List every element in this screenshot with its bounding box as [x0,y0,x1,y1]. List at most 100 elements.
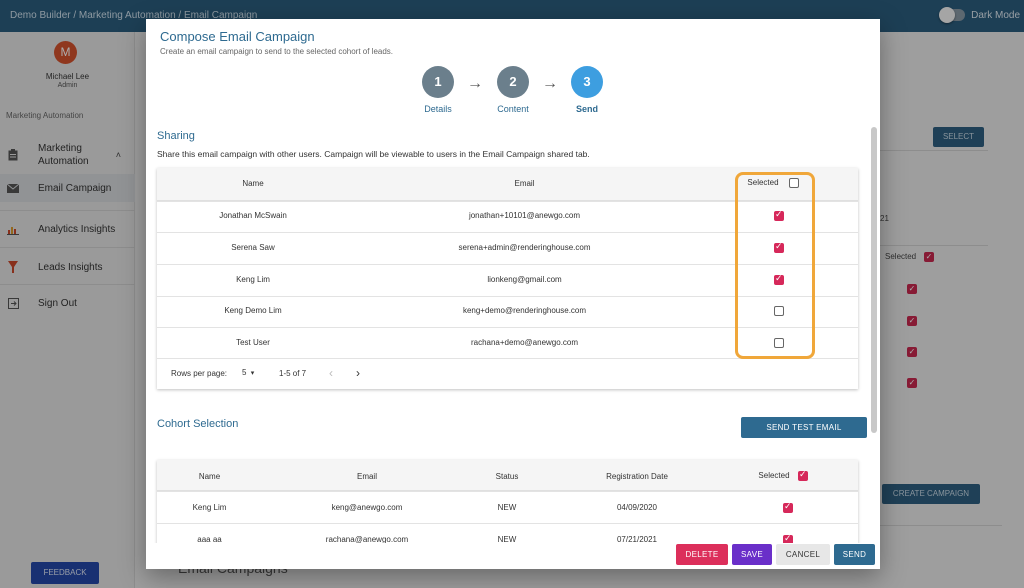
user-name: Michael Lee [45,72,90,81]
step-send[interactable]: 3 Send [557,66,617,114]
arrow-right-icon: → [467,75,483,92]
sidebar-section-label: Marketing Automation [6,111,84,120]
sidebar-item-sign-out[interactable]: Sign Out [0,293,135,313]
compose-email-campaign-dialog: Compose Email Campaign Create an email c… [146,19,880,569]
sidebar-item-label: Marketing Automation [38,143,89,167]
user-role: Admin [57,82,78,89]
divider [0,210,135,211]
row-checkbox[interactable] [774,273,784,285]
row-checkbox[interactable] [774,338,784,348]
sidebar-item-label: Email Campaign [38,182,112,194]
funnel-icon [6,260,20,274]
create-campaign-button[interactable]: CREATE CAMPAIGN [882,484,980,504]
divider [157,358,858,359]
step-number: 1 [422,66,454,98]
step-details[interactable]: 1 Details [408,66,468,114]
row-checkbox[interactable] [774,209,784,221]
step-label: Content [497,104,529,114]
row-checkbox[interactable] [774,306,784,316]
table-cell-name: Keng Lim [236,275,270,284]
column-header-name: Name [198,472,221,481]
table-cell-name: Test User [236,338,270,347]
dialog-subtitle: Create an email campaign to send to the … [160,47,394,56]
rows-per-page-value: 5 [242,368,247,377]
cohort-table: Name Email Status Registration Date Sele… [157,460,858,543]
divider [157,327,858,328]
table-cell-status: NEW [497,503,517,512]
column-header-email: Email [356,472,377,481]
table-cell-name: aaa aa [197,535,222,543]
background-row-checkbox[interactable]: ✓ [907,347,917,357]
scrollbar-thumb[interactable] [871,127,877,433]
background-row-checkbox[interactable]: ✓ [907,316,917,326]
step-label: Send [575,104,598,114]
sidebar-item-label: Sign Out [38,297,77,309]
dark-mode-label: Dark Mode [971,9,1020,21]
column-header-name: Name [242,179,264,188]
selected-column-highlight [735,172,815,359]
pagination-range: 1-5 of 7 [279,369,307,378]
next-page-icon[interactable]: › [356,366,360,380]
table-cell-name: Keng Demo Lim [224,306,282,315]
cohort-selection-heading: Cohort Selection [157,418,239,430]
feedback-button[interactable]: FEEDBACK [31,562,99,584]
sidebar-item-leads-insights[interactable]: Leads Insights [0,257,135,277]
row-checkbox[interactable] [783,501,793,513]
divider [880,525,1002,526]
column-header-selected: Selected [758,471,790,480]
step-number: 2 [497,66,529,98]
previous-page-icon[interactable]: ‹ [329,366,333,380]
dark-mode-toggle[interactable] [939,7,966,23]
column-header-email: Email [514,179,535,188]
chevron-up-icon[interactable]: ˄ [115,150,121,160]
background-row-checkbox[interactable]: ✓ [907,378,917,388]
select-button[interactable]: SELECT [933,127,984,147]
sidebar-item-marketing-automation[interactable]: Marketing Automation ˄ [0,136,135,174]
row-checkbox[interactable] [783,533,793,543]
background-select-all-checkbox[interactable]: ✓ [924,252,934,262]
divider [0,284,135,285]
background-row-checkbox[interactable]: ✓ [907,284,917,294]
table-cell-email: lionkeng@gmail.com [487,275,562,284]
table-cell-email: jonathan+10101@anewgo.com [468,211,581,220]
divider [157,491,858,492]
select-all-checkbox[interactable] [789,178,799,188]
breadcrumb[interactable]: Demo Builder / Marketing Automation / Em… [10,10,258,21]
sharing-description: Share this email campaign with other use… [157,149,590,159]
dark-mode-control[interactable]: Dark Mode [939,7,1020,23]
step-label: Details [424,104,452,114]
rows-per-page-select[interactable]: 5 ▾ [242,368,254,377]
divider [0,247,135,248]
table-cell-email: rachana@anewgo.com [325,535,409,543]
sidebar-item-analytics-insights[interactable]: Analytics Insights [0,219,135,239]
table-cell-name: Jonathan McSwain [219,211,287,220]
divider [157,296,858,297]
avatar[interactable]: M [54,41,77,64]
cancel-button[interactable]: CANCEL [776,544,830,565]
send-button[interactable]: SEND [834,544,875,565]
delete-button[interactable]: DELETE [676,544,728,565]
dropdown-arrow-icon: ▾ [250,370,255,377]
column-header-selected: Selected [747,178,779,187]
table-cell-name: Keng Lim [192,503,227,512]
table-cell-email: serena+admin@renderinghouse.com [458,243,591,252]
sidebar-item-label: Analytics Insights [38,223,116,235]
send-test-email-button[interactable]: SEND TEST EMAIL [741,417,867,438]
step-content[interactable]: 2 Content [483,66,543,114]
divider [157,523,858,524]
select-all-checkbox[interactable] [798,469,808,481]
column-header-registration-date: Registration Date [606,472,668,481]
table-header [157,460,858,491]
sidebar: M Michael Lee Admin Marketing Automation… [0,32,135,588]
table-cell-registration-date: 07/21/2021 [616,535,658,543]
arrow-right-icon: → [542,75,558,92]
rows-per-page-label: Rows per page: [171,369,228,378]
row-checkbox[interactable] [774,241,784,253]
sidebar-item-email-campaign[interactable]: Email Campaign [0,174,135,202]
table-cell-status: NEW [497,535,517,543]
table-cell-name: Serena Saw [231,243,275,252]
column-header-status: Status [495,472,519,481]
save-button[interactable]: SAVE [732,544,772,565]
dialog-content[interactable]: Sharing Share this email campaign with o… [154,123,873,543]
divider [157,201,858,202]
